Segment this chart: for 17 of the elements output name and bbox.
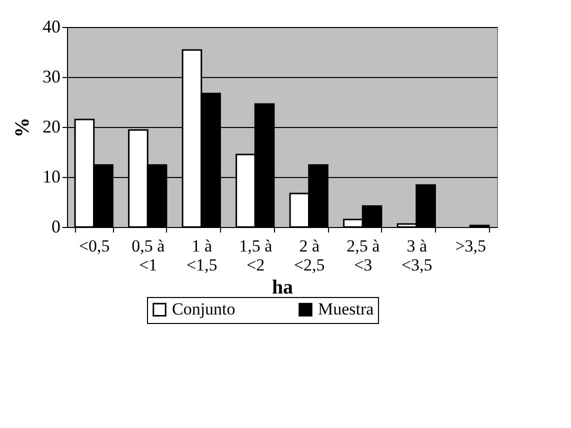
x-tick-label: 1,5 à <2 <box>239 236 273 274</box>
x-tick-label: 0,5 à <1 <box>132 236 166 274</box>
x-axis-title: ha <box>272 276 294 298</box>
y-tick-label: 0 <box>52 216 60 236</box>
x-tick-label: 2 à <2,5 <box>294 236 325 274</box>
y-tick-label: 20 <box>42 116 60 136</box>
legend-label: Muestra <box>318 300 374 319</box>
y-tick-label: 30 <box>42 66 60 86</box>
legend-label: Conjunto <box>172 300 236 319</box>
y-axis-title: % <box>12 118 34 138</box>
y-tick-label: 10 <box>42 166 60 186</box>
x-tick-label: 2,5 à <3 <box>346 236 380 274</box>
y-tick-label: 40 <box>42 16 60 36</box>
x-tick-label: >3,5 <box>455 236 486 256</box>
x-tick-label: 3 à <3,5 <box>401 236 432 274</box>
x-tick-label: 1 à <1,5 <box>186 236 218 274</box>
x-tick-label: <0,5 <box>78 236 110 256</box>
